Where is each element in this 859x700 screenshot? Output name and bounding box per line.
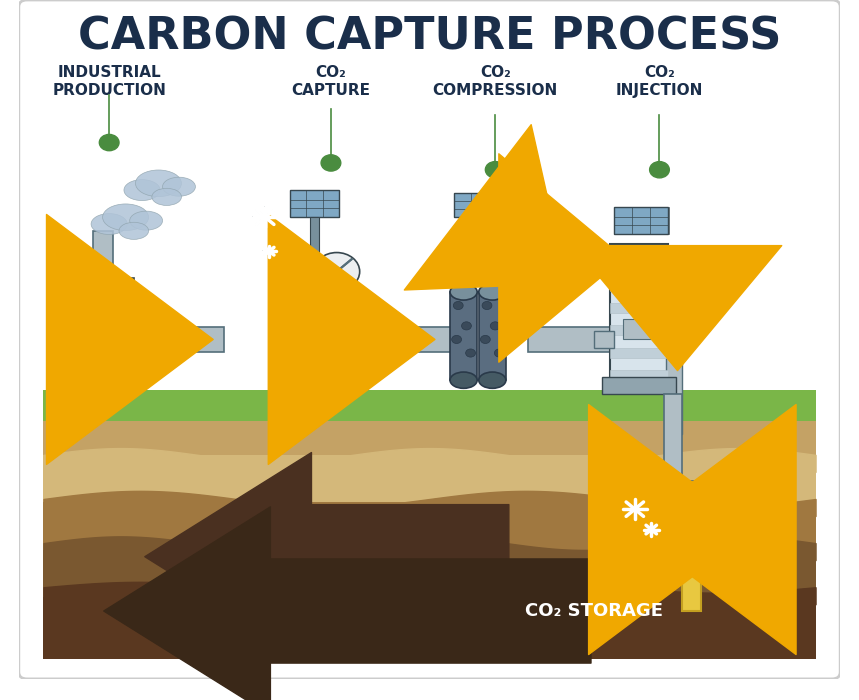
Bar — [664, 481, 704, 496]
Polygon shape — [68, 360, 88, 380]
Ellipse shape — [286, 304, 312, 321]
Bar — [664, 331, 684, 348]
Ellipse shape — [286, 372, 312, 389]
Ellipse shape — [478, 284, 506, 300]
Bar — [454, 193, 503, 217]
Bar — [478, 292, 506, 380]
Bar — [70, 358, 81, 367]
Bar — [93, 292, 113, 305]
Ellipse shape — [91, 214, 127, 235]
Bar — [610, 348, 667, 358]
Bar — [52, 312, 84, 380]
Bar — [683, 482, 701, 611]
Bar — [610, 303, 667, 313]
Bar — [289, 190, 339, 217]
Bar — [623, 319, 655, 339]
Circle shape — [461, 322, 472, 330]
Circle shape — [649, 162, 669, 178]
Bar — [664, 394, 682, 475]
Ellipse shape — [319, 372, 345, 389]
Bar — [610, 258, 667, 268]
Ellipse shape — [450, 284, 477, 300]
Circle shape — [321, 155, 341, 171]
Bar — [44, 597, 815, 659]
Ellipse shape — [319, 304, 345, 321]
Ellipse shape — [165, 323, 185, 356]
Bar — [64, 279, 134, 292]
Bar — [106, 348, 118, 360]
FancyBboxPatch shape — [19, 0, 840, 679]
Bar — [610, 281, 667, 290]
Ellipse shape — [478, 372, 506, 389]
FancyBboxPatch shape — [44, 391, 815, 421]
Bar — [602, 377, 676, 394]
Bar — [450, 292, 477, 380]
Circle shape — [454, 302, 463, 309]
Text: INDUSTRIAL
PRODUCTION: INDUSTRIAL PRODUCTION — [52, 65, 166, 98]
Circle shape — [495, 349, 504, 357]
Circle shape — [100, 134, 119, 150]
Circle shape — [314, 253, 360, 290]
Bar — [610, 244, 667, 380]
Circle shape — [490, 322, 500, 330]
Text: CARBON CAPTURE PROCESS: CARBON CAPTURE PROCESS — [78, 16, 781, 59]
Bar — [44, 550, 815, 597]
Bar — [594, 331, 614, 348]
Bar — [68, 279, 125, 380]
Ellipse shape — [450, 372, 477, 389]
Bar — [666, 340, 683, 435]
Text: CO₂
INJECTION: CO₂ INJECTION — [616, 65, 704, 98]
Ellipse shape — [162, 177, 195, 196]
Bar — [44, 421, 815, 455]
Ellipse shape — [136, 170, 181, 197]
Bar — [347, 327, 454, 351]
Text: CO₂
COMPRESSION: CO₂ COMPRESSION — [433, 65, 557, 98]
Bar — [44, 503, 815, 550]
Bar — [125, 327, 224, 351]
Bar — [44, 455, 815, 503]
Bar — [56, 358, 65, 367]
Circle shape — [466, 349, 476, 357]
Ellipse shape — [124, 180, 160, 200]
Ellipse shape — [152, 188, 181, 205]
Bar — [286, 312, 312, 380]
Bar — [528, 327, 610, 351]
Ellipse shape — [119, 223, 149, 239]
Bar — [610, 326, 667, 335]
Bar — [88, 348, 100, 360]
Bar — [310, 217, 319, 258]
Bar — [319, 312, 345, 380]
Ellipse shape — [102, 204, 149, 230]
Circle shape — [485, 162, 505, 178]
Text: CO₂ STORAGE: CO₂ STORAGE — [525, 602, 663, 620]
Bar — [93, 231, 113, 380]
Circle shape — [482, 302, 492, 309]
Circle shape — [480, 335, 490, 344]
Bar — [610, 370, 667, 380]
Circle shape — [452, 335, 461, 344]
Bar — [70, 348, 82, 360]
Bar — [614, 207, 667, 234]
Ellipse shape — [130, 211, 162, 230]
Text: CO₂
CAPTURE: CO₂ CAPTURE — [291, 65, 370, 98]
Circle shape — [285, 253, 331, 290]
